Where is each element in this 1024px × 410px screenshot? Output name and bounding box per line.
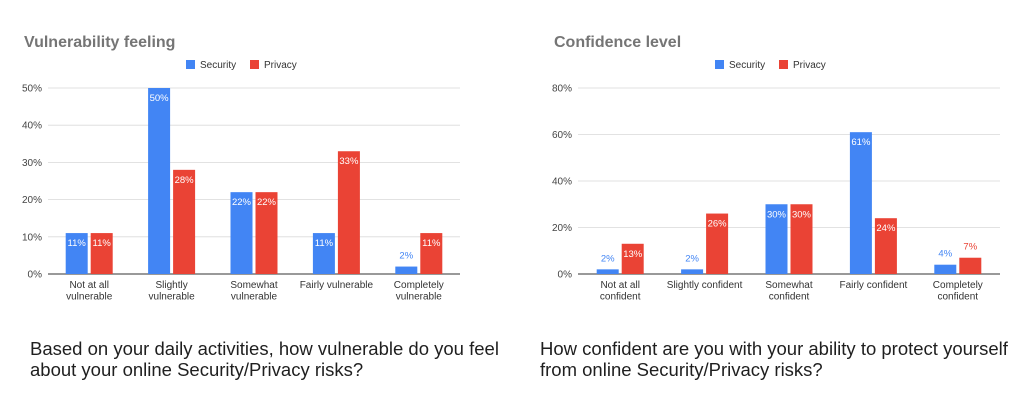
bar-privacy bbox=[90, 233, 113, 274]
y-tick-label: 80% bbox=[552, 84, 572, 95]
y-tick-label: 0% bbox=[558, 270, 573, 281]
x-tick-label: Slightly bbox=[155, 280, 187, 291]
data-label: 11% bbox=[93, 238, 112, 249]
data-label: 26% bbox=[708, 219, 728, 230]
data-label: 28% bbox=[175, 175, 195, 186]
y-tick-label: 10% bbox=[22, 232, 42, 243]
data-label: 30% bbox=[792, 209, 812, 220]
data-label: 24% bbox=[876, 223, 896, 234]
data-label: 22% bbox=[232, 197, 252, 208]
x-tick-label: vulnerable bbox=[396, 292, 443, 303]
y-tick-label: 0% bbox=[28, 270, 43, 281]
bar-security bbox=[312, 233, 335, 274]
x-tick-label: confident bbox=[600, 292, 641, 303]
legend-swatch-privacy bbox=[250, 60, 259, 69]
x-tick-label: Not at all bbox=[600, 280, 639, 291]
data-label: 7% bbox=[963, 242, 977, 253]
bar-security bbox=[65, 233, 88, 274]
x-tick-label: Fairly vulnerable bbox=[300, 280, 374, 291]
data-label: 11% bbox=[422, 238, 441, 249]
chart-title: Confidence level bbox=[554, 34, 682, 51]
legend-swatch-security bbox=[186, 60, 195, 69]
bar-privacy bbox=[790, 204, 813, 274]
y-tick-label: 30% bbox=[22, 158, 42, 169]
data-label: 4% bbox=[938, 249, 952, 260]
vulnerability-chart: 0%10%20%30%40%50%11% 11%Not at allvulnera… bbox=[22, 60, 460, 303]
data-label: 30% bbox=[767, 209, 787, 220]
y-tick-label: 20% bbox=[552, 223, 572, 234]
y-tick-label: 60% bbox=[552, 130, 572, 141]
bar-security bbox=[934, 264, 957, 274]
chart-title: Vulnerability feeling bbox=[24, 34, 176, 51]
x-tick-label: vulnerable bbox=[149, 292, 196, 303]
x-tick-label: Somewhat bbox=[765, 280, 812, 291]
data-label: 50% bbox=[150, 93, 170, 104]
y-tick-label: 40% bbox=[22, 121, 42, 132]
confidence-chart: 0%20%40%60%80%2% 13%Not at allconfident2%… bbox=[552, 60, 1000, 303]
confidence-chart-panel: 0% 20% 40% 60% 80% 2% 13% Not at all confident 2%… bbox=[512, 0, 1024, 410]
y-tick-label: 50% bbox=[22, 84, 42, 95]
x-tick-label: confident bbox=[769, 292, 810, 303]
legend-label: Security bbox=[729, 60, 765, 71]
data-label: 61% bbox=[851, 137, 871, 148]
data-label: 11% bbox=[68, 238, 87, 249]
x-tick-label: Completely bbox=[933, 280, 983, 291]
bar-privacy bbox=[874, 218, 897, 274]
legend-label: Privacy bbox=[793, 60, 826, 71]
x-tick-label: vulnerable bbox=[66, 292, 113, 303]
legend-swatch-privacy bbox=[779, 60, 788, 69]
data-label: 11% bbox=[315, 238, 334, 249]
bar-security bbox=[596, 269, 619, 274]
bar-security bbox=[230, 192, 253, 274]
data-label: 13% bbox=[623, 249, 643, 260]
bar-privacy bbox=[420, 233, 443, 274]
legend-label: Privacy bbox=[264, 60, 297, 71]
x-tick-label: Completely bbox=[394, 280, 444, 291]
bar-privacy bbox=[959, 257, 982, 274]
y-tick-label: 40% bbox=[552, 177, 572, 188]
data-label: 33% bbox=[339, 156, 359, 167]
data-label: 2% bbox=[399, 251, 413, 262]
bar-security bbox=[849, 132, 872, 274]
bar-privacy bbox=[337, 151, 360, 274]
x-tick-label: Not at all bbox=[69, 280, 108, 291]
question-caption: Based on your daily activities, how vuln… bbox=[30, 338, 499, 380]
bar-privacy bbox=[255, 192, 278, 274]
x-tick-label: Somewhat bbox=[230, 280, 277, 291]
legend-swatch-security bbox=[715, 60, 724, 69]
vulnerability-chart-panel: 0% 10% 20% 30% 40% 50% 11% 11% Not at all vulnera… bbox=[22, 34, 499, 380]
data-label: 22% bbox=[257, 197, 277, 208]
legend-label: Security bbox=[200, 60, 236, 71]
bar-security bbox=[681, 269, 704, 274]
x-tick-label: vulnerable bbox=[231, 292, 278, 303]
x-tick-label: confident bbox=[938, 292, 979, 303]
bar-privacy bbox=[173, 169, 196, 274]
data-label: 2% bbox=[601, 253, 615, 264]
bar-security bbox=[395, 266, 418, 274]
x-tick-label: Slightly confident bbox=[667, 280, 743, 291]
question-caption: How confident are you with your ability … bbox=[540, 338, 1008, 380]
x-tick-label: Fairly confident bbox=[839, 280, 907, 291]
data-label: 2% bbox=[685, 253, 699, 264]
y-tick-label: 20% bbox=[22, 195, 42, 206]
bar-security bbox=[765, 204, 788, 274]
bar-privacy bbox=[706, 213, 729, 274]
bar-security bbox=[148, 88, 171, 274]
bar-privacy bbox=[621, 243, 644, 274]
